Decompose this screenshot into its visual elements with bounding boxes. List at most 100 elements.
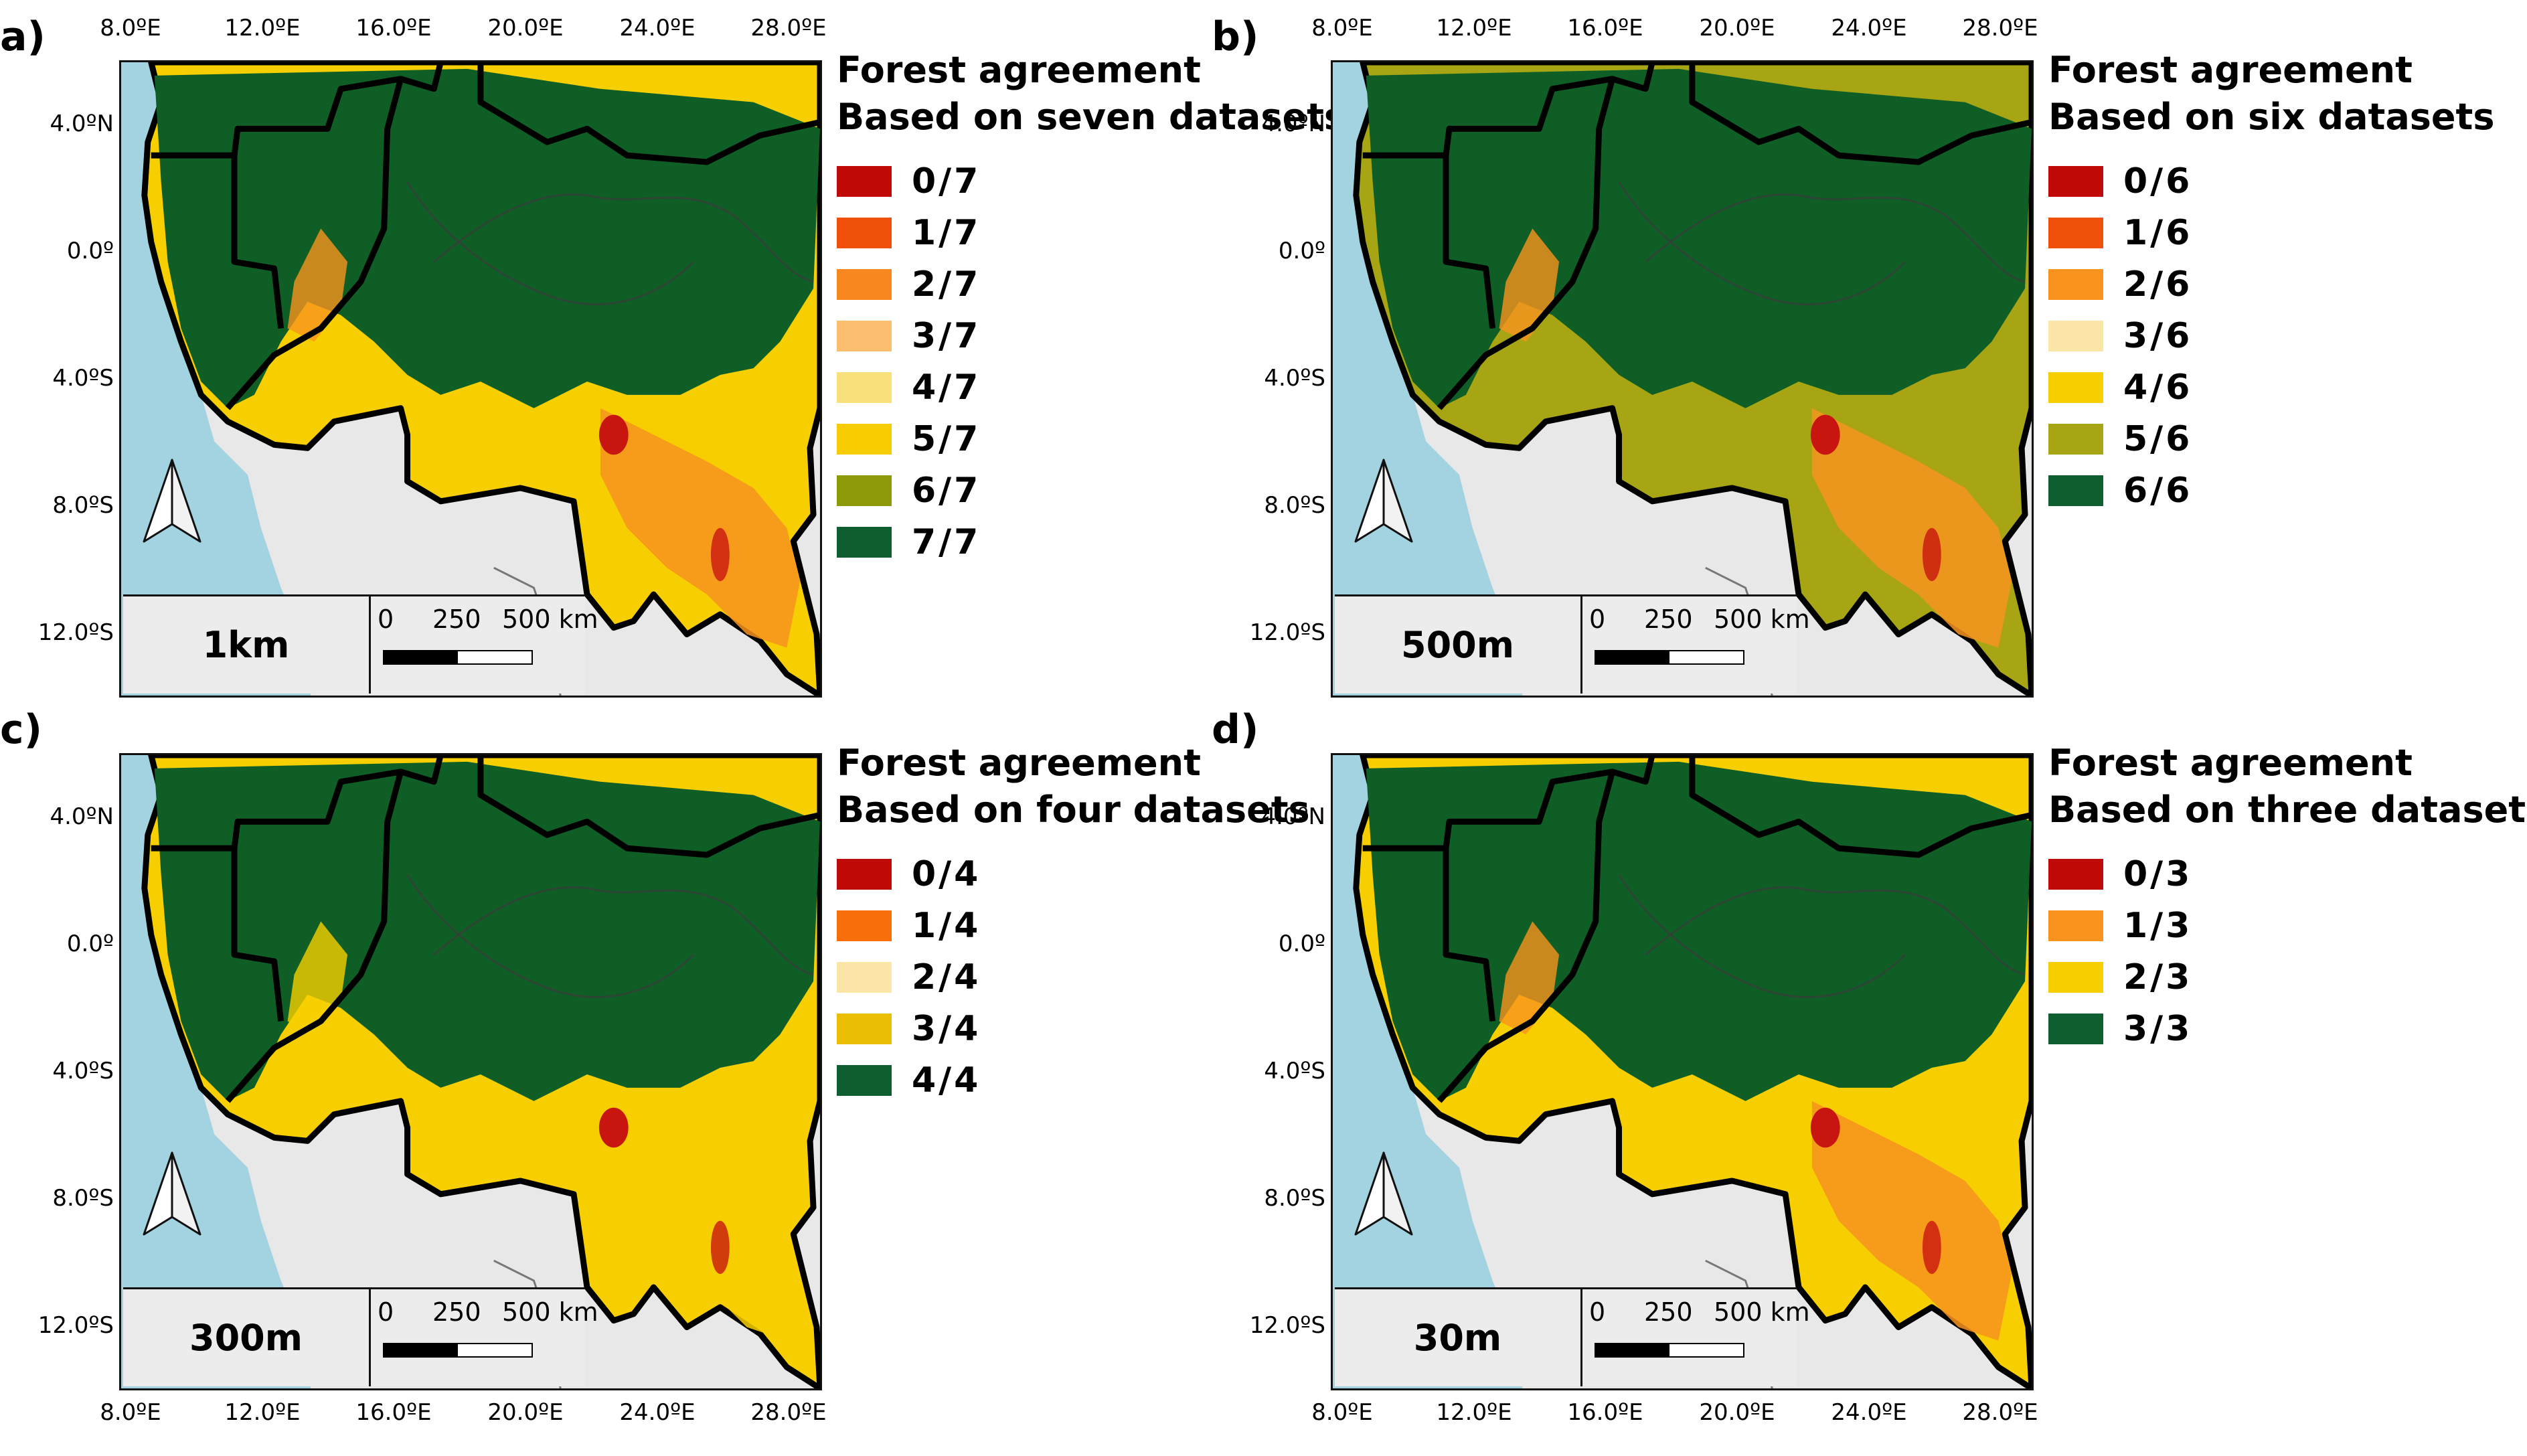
legend-item: 1/7 bbox=[837, 207, 1346, 258]
river bbox=[433, 886, 814, 976]
y-tick-label: 4.0ºN bbox=[50, 803, 114, 830]
x-tick-label: 28.0ºE bbox=[750, 15, 827, 42]
legend-label: 1/3 bbox=[2123, 905, 2193, 946]
country-border-3 bbox=[1437, 771, 1615, 1103]
legend-item: 2/7 bbox=[837, 258, 1346, 310]
x-tick-label: 16.0ºE bbox=[1567, 15, 1643, 42]
legend-label: 6/6 bbox=[2123, 470, 2193, 511]
resolution-text: 1km bbox=[202, 624, 290, 666]
country-border-4 bbox=[1689, 755, 2032, 858]
legend-label: 3/7 bbox=[912, 315, 981, 356]
red-patch bbox=[598, 1107, 629, 1148]
legend-item: 1/6 bbox=[2048, 207, 2495, 258]
x-tick-label: 20.0ºE bbox=[487, 15, 564, 42]
scale-label-250: 250 bbox=[1644, 604, 1693, 634]
legend-label: 2/3 bbox=[2123, 957, 2193, 997]
forest-mass bbox=[1366, 761, 2032, 1101]
resolution-text: 300m bbox=[189, 1317, 303, 1359]
legend-swatch bbox=[2048, 320, 2103, 351]
legend-label: 5/6 bbox=[2123, 418, 2193, 459]
legend-label: 6/7 bbox=[912, 470, 981, 511]
legend-swatch bbox=[2048, 910, 2103, 941]
legend-swatch bbox=[837, 423, 892, 455]
legend-item: 2/3 bbox=[2048, 951, 2527, 1003]
x-tick-label: 24.0ºE bbox=[1831, 15, 1907, 42]
north-arrow-icon bbox=[1354, 459, 1413, 543]
panel-2: c) 8.0ºE 12.0ºE 16.0ºE 20.0ºE 24.0ºE 28.0ºE 4.0… bbox=[0, 693, 1310, 1426]
y-tick-label: 4.0ºN bbox=[1261, 110, 1325, 137]
legend-swatch bbox=[2048, 961, 2103, 993]
ocean bbox=[1333, 755, 1523, 1388]
legend-swatch bbox=[837, 1064, 892, 1096]
legend-item: 0/4 bbox=[837, 848, 1310, 900]
legend-items: 0/3 1/3 2/3 3/3 bbox=[2048, 848, 2527, 1054]
x-tick-label: 8.0ºE bbox=[1311, 1399, 1373, 1426]
legend-swatch bbox=[837, 320, 892, 351]
legend-label: 3/6 bbox=[2123, 315, 2193, 356]
red-patch-2 bbox=[1922, 528, 1941, 582]
legend-label: 3/3 bbox=[2123, 1008, 2193, 1049]
x-tick-label: 24.0ºE bbox=[619, 15, 696, 42]
river-2 bbox=[1618, 181, 1906, 305]
legend-swatch bbox=[2048, 423, 2103, 455]
river-2 bbox=[406, 181, 695, 305]
legend-items: 0/6 1/6 2/6 3/6 4/6 5/6 6/6 bbox=[2048, 155, 2495, 516]
legend-item: 6/7 bbox=[837, 465, 1346, 516]
scale-bar-black bbox=[1596, 1344, 1669, 1356]
resolution-label: 30m bbox=[1335, 1287, 1582, 1386]
resolution-text: 500m bbox=[1401, 624, 1514, 666]
legend-title-2: Based on six datasets bbox=[2048, 96, 2495, 138]
legend-item: 4/6 bbox=[2048, 361, 2495, 413]
legend-swatch bbox=[837, 910, 892, 941]
x-tick-label: 28.0ºE bbox=[1962, 1399, 2038, 1426]
legend-item: 1/3 bbox=[2048, 900, 2527, 951]
legend: Forest agreement Based on six datasets 0… bbox=[2048, 47, 2495, 516]
scale-bar bbox=[1595, 650, 1744, 665]
country-border bbox=[151, 755, 444, 852]
country-border-3 bbox=[225, 78, 404, 410]
y-tick-label: 0.0º bbox=[1278, 931, 1325, 957]
north-arrow-icon bbox=[143, 459, 201, 543]
scale-bar-box: 0 250 500 km bbox=[371, 594, 598, 694]
scale-label-500: 500 km bbox=[502, 604, 598, 634]
forest-mass bbox=[1366, 68, 2032, 408]
legend-item: 0/6 bbox=[2048, 155, 2495, 207]
red-patch bbox=[598, 414, 629, 455]
country-border-2 bbox=[231, 848, 284, 1022]
legend: Forest agreement Based on three datasets… bbox=[2048, 740, 2527, 1054]
legend-item: 1/4 bbox=[837, 900, 1310, 951]
x-tick-label: 20.0ºE bbox=[1699, 1399, 1775, 1426]
scale-bar bbox=[383, 1343, 533, 1358]
red-patch bbox=[1810, 414, 1840, 455]
x-tick-label: 16.0ºE bbox=[355, 1399, 432, 1426]
y-tick-label: 4.0ºS bbox=[1264, 365, 1325, 392]
y-tick-label: 4.0ºN bbox=[50, 110, 114, 137]
scale-label-0: 0 bbox=[378, 1297, 394, 1327]
ocean bbox=[121, 755, 311, 1388]
resolution-text: 30m bbox=[1413, 1317, 1502, 1359]
legend-label: 4/6 bbox=[2123, 367, 2193, 408]
legend-label: 4/7 bbox=[912, 367, 981, 408]
legend-item: 3/6 bbox=[2048, 310, 2495, 361]
country-border-3 bbox=[225, 771, 404, 1103]
map-canvas bbox=[121, 62, 820, 696]
map-canvas bbox=[1333, 755, 2032, 1388]
scale-bar bbox=[1595, 1343, 1744, 1358]
x-tick-label: 28.0ºE bbox=[750, 1399, 827, 1426]
legend-label: 1/7 bbox=[912, 212, 981, 253]
y-tick-label: 0.0º bbox=[1278, 238, 1325, 264]
x-tick-label: 12.0ºE bbox=[224, 15, 301, 42]
legend-label: 5/7 bbox=[912, 418, 981, 459]
legend-item: 3/3 bbox=[2048, 1003, 2527, 1054]
scale-bar-black bbox=[384, 1344, 458, 1356]
legend-label: 2/4 bbox=[912, 957, 981, 997]
panel-3: d) 8.0ºE 12.0ºE 16.0ºE 20.0ºE 24.0ºE 28.0ºE 4.0… bbox=[1212, 693, 2527, 1426]
legend-swatch bbox=[2048, 475, 2103, 506]
scale-bar-box: 0 250 500 km bbox=[1582, 1287, 1810, 1386]
legend-label: 1/4 bbox=[912, 905, 981, 946]
legend-swatch bbox=[837, 1013, 892, 1044]
legend-label: 2/6 bbox=[2123, 264, 2193, 305]
legend-title-2: Based on seven datasets bbox=[837, 96, 1346, 138]
scale-label-500: 500 km bbox=[502, 1297, 598, 1327]
north-arrow-icon bbox=[143, 1151, 201, 1236]
